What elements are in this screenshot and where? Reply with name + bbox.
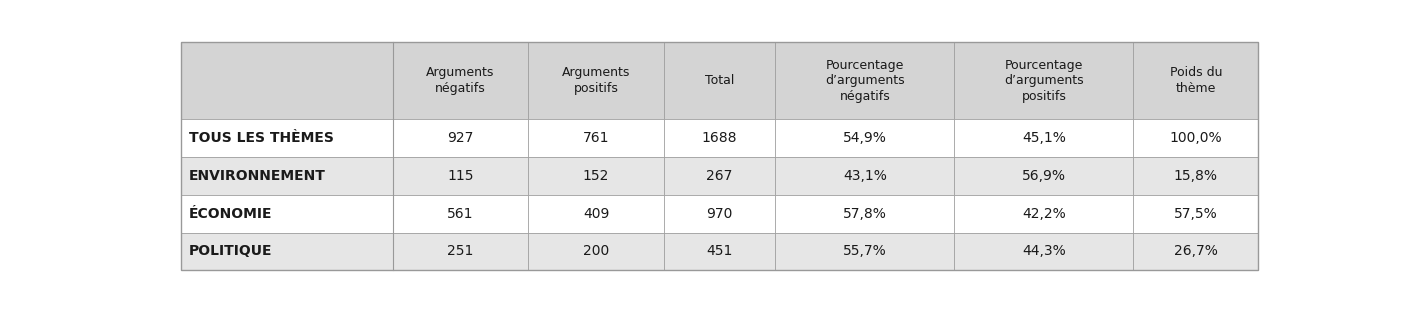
Text: 1688: 1688 — [702, 131, 737, 145]
Bar — [955, 42, 1133, 120]
Text: 45,1%: 45,1% — [1022, 131, 1066, 145]
Bar — [393, 195, 528, 233]
Bar — [664, 157, 775, 195]
Bar — [528, 157, 664, 195]
Text: Total: Total — [705, 74, 734, 87]
Text: Poids du
thème: Poids du thème — [1170, 66, 1221, 95]
Text: 42,2%: 42,2% — [1022, 207, 1066, 221]
Bar — [955, 195, 1133, 233]
Bar — [775, 42, 955, 120]
Text: Pourcentage
d’arguments
positifs: Pourcentage d’arguments positifs — [1004, 59, 1084, 103]
Bar — [775, 120, 955, 157]
Bar — [528, 120, 664, 157]
Bar — [955, 120, 1133, 157]
Text: 15,8%: 15,8% — [1174, 169, 1217, 183]
Text: 54,9%: 54,9% — [842, 131, 887, 145]
Text: 561: 561 — [448, 207, 473, 221]
Bar — [1133, 233, 1258, 270]
Text: Arguments
négatifs: Arguments négatifs — [427, 66, 494, 95]
Bar — [181, 42, 393, 120]
Text: 251: 251 — [448, 244, 473, 258]
Text: 57,8%: 57,8% — [842, 207, 887, 221]
Bar — [1133, 120, 1258, 157]
Text: 43,1%: 43,1% — [842, 169, 887, 183]
Bar — [393, 233, 528, 270]
Text: 409: 409 — [583, 207, 609, 221]
Bar — [955, 233, 1133, 270]
Text: 970: 970 — [706, 207, 733, 221]
Text: 26,7%: 26,7% — [1174, 244, 1217, 258]
Bar — [664, 195, 775, 233]
Bar — [528, 233, 664, 270]
Bar — [181, 195, 393, 233]
Bar — [1133, 42, 1258, 120]
Bar — [664, 42, 775, 120]
Text: ÉCONOMIE: ÉCONOMIE — [188, 207, 272, 221]
Text: TOUS LES THÈMES: TOUS LES THÈMES — [188, 131, 333, 145]
Bar — [1133, 157, 1258, 195]
Bar — [955, 157, 1133, 195]
Bar — [1133, 195, 1258, 233]
Bar — [181, 120, 393, 157]
Bar — [528, 195, 664, 233]
Text: 55,7%: 55,7% — [842, 244, 887, 258]
Bar — [393, 42, 528, 120]
Text: 115: 115 — [448, 169, 473, 183]
Bar — [181, 157, 393, 195]
Text: 927: 927 — [448, 131, 473, 145]
Text: 100,0%: 100,0% — [1170, 131, 1221, 145]
Text: 56,9%: 56,9% — [1022, 169, 1066, 183]
Text: POLITIQUE: POLITIQUE — [188, 244, 272, 258]
Bar — [393, 157, 528, 195]
Text: 200: 200 — [583, 244, 609, 258]
Bar — [775, 157, 955, 195]
Text: ENVIRONNEMENT: ENVIRONNEMENT — [188, 169, 326, 183]
Text: 267: 267 — [706, 169, 733, 183]
Bar — [664, 120, 775, 157]
Text: 152: 152 — [583, 169, 609, 183]
Text: 761: 761 — [583, 131, 609, 145]
Text: 57,5%: 57,5% — [1174, 207, 1217, 221]
Text: Arguments
positifs: Arguments positifs — [562, 66, 630, 95]
Bar — [393, 120, 528, 157]
Text: Pourcentage
d’arguments
négatifs: Pourcentage d’arguments négatifs — [826, 59, 904, 103]
Bar — [775, 195, 955, 233]
Bar — [775, 233, 955, 270]
Bar — [528, 42, 664, 120]
Bar — [181, 233, 393, 270]
Bar — [664, 233, 775, 270]
Text: 44,3%: 44,3% — [1022, 244, 1066, 258]
Text: 451: 451 — [706, 244, 733, 258]
